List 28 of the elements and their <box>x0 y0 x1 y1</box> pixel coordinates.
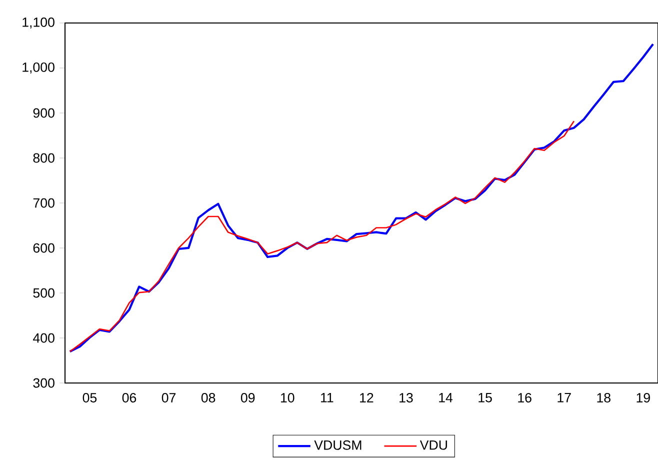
x-tick-label: 15 <box>478 393 492 402</box>
line-series <box>69 120 575 352</box>
y-tick-label: 1,100 <box>22 17 54 29</box>
x-tick-label: 14 <box>439 393 453 402</box>
y-tick-label: 1,000 <box>22 62 54 74</box>
y-tick-label: 800 <box>33 153 54 163</box>
x-tick-label: 08 <box>201 393 216 402</box>
y-tick-label: 600 <box>33 243 54 253</box>
x-tick-label: 09 <box>240 393 255 402</box>
x-tick-label: 07 <box>162 393 176 402</box>
x-tick-label: 19 <box>636 393 650 402</box>
x-tick-label: 13 <box>400 393 413 402</box>
y-tick-label: 900 <box>33 108 54 118</box>
y-tick-label: 300 <box>33 378 54 388</box>
y-tick-label: 700 <box>33 198 54 208</box>
y-tick-label: 400 <box>33 333 54 343</box>
line-series <box>68 43 654 353</box>
x-tick-label: 06 <box>122 393 136 402</box>
x-tick-label: 05 <box>82 393 97 402</box>
legend-label: VDUSM <box>314 440 362 450</box>
x-tick-label: 17 <box>558 393 571 402</box>
y-tick-label: 500 <box>33 288 54 298</box>
x-tick-label: 18 <box>597 393 610 402</box>
x-tick-label: 11 <box>321 393 334 402</box>
x-tick-label: 16 <box>518 393 532 402</box>
x-tick-label: 10 <box>280 393 294 402</box>
x-tick-label: 12 <box>360 393 374 402</box>
legend-label: VDU <box>420 440 447 450</box>
